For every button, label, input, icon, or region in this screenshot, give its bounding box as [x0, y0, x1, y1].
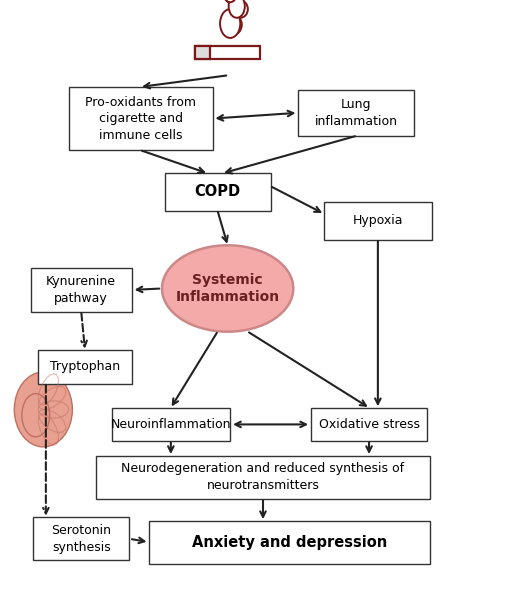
Ellipse shape [220, 9, 240, 38]
Text: Tryptophan: Tryptophan [50, 361, 120, 373]
Ellipse shape [14, 372, 73, 447]
Text: COPD: COPD [195, 185, 240, 199]
FancyBboxPatch shape [31, 268, 132, 311]
Circle shape [225, 0, 238, 4]
Text: Neuroinflammation: Neuroinflammation [110, 418, 231, 431]
Ellipse shape [223, 0, 237, 2]
Circle shape [232, 1, 248, 18]
FancyBboxPatch shape [311, 408, 427, 441]
FancyBboxPatch shape [38, 350, 132, 383]
Ellipse shape [162, 245, 294, 332]
FancyBboxPatch shape [33, 517, 129, 560]
Text: Pro-oxidants from
cigarette and
immune cells: Pro-oxidants from cigarette and immune c… [85, 95, 196, 142]
FancyBboxPatch shape [96, 455, 430, 499]
Ellipse shape [229, 0, 245, 18]
Text: Neurodegeneration and reduced synthesis of
neurotransmitters: Neurodegeneration and reduced synthesis … [122, 463, 404, 492]
FancyBboxPatch shape [112, 408, 230, 441]
FancyBboxPatch shape [298, 90, 414, 136]
FancyBboxPatch shape [165, 173, 270, 211]
FancyBboxPatch shape [68, 87, 213, 150]
Text: Hypoxia: Hypoxia [352, 214, 403, 227]
Ellipse shape [22, 394, 49, 437]
Text: Serotonin
synthesis: Serotonin synthesis [51, 524, 111, 554]
FancyBboxPatch shape [195, 46, 210, 59]
Text: Systemic
Inflammation: Systemic Inflammation [176, 273, 280, 304]
Circle shape [224, 14, 242, 35]
Text: Anxiety and depression: Anxiety and depression [192, 535, 387, 550]
Text: Lung
inflammation: Lung inflammation [315, 98, 398, 128]
FancyBboxPatch shape [195, 46, 260, 59]
Text: Kynurenine
pathway: Kynurenine pathway [46, 275, 116, 305]
FancyBboxPatch shape [149, 521, 430, 564]
Text: Oxidative stress: Oxidative stress [319, 418, 420, 431]
FancyBboxPatch shape [323, 202, 432, 239]
